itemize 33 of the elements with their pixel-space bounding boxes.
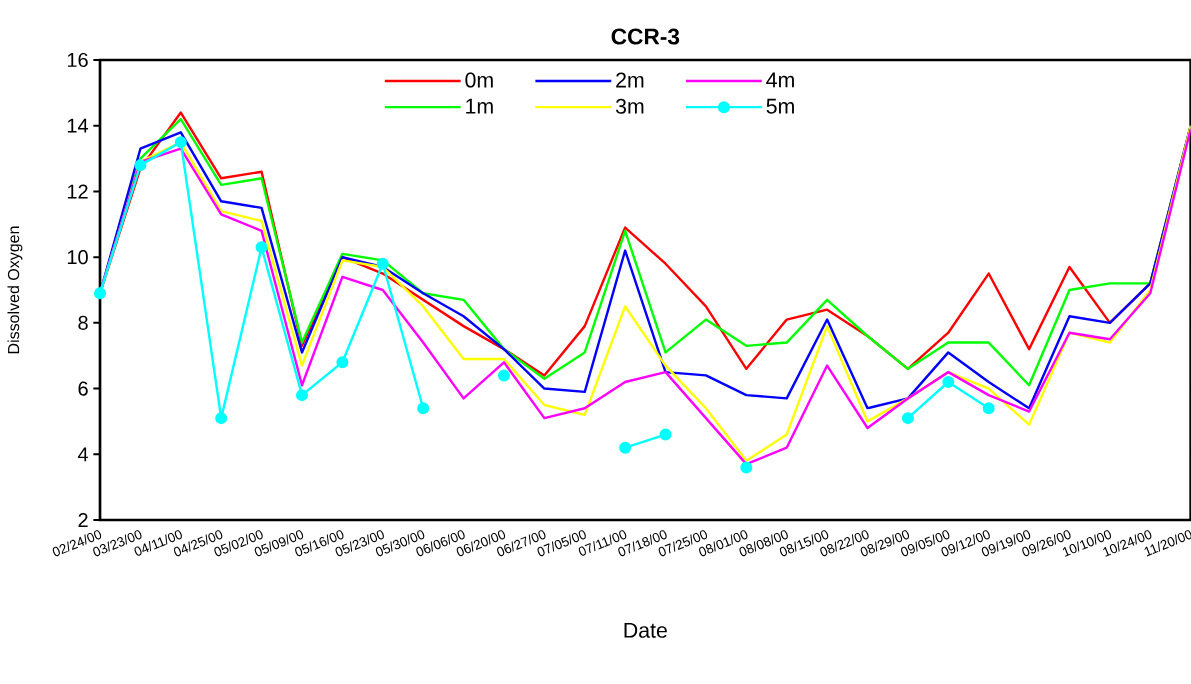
y-tick-label: 6 xyxy=(78,381,88,396)
point xyxy=(982,402,995,415)
point xyxy=(376,257,389,270)
point xyxy=(659,428,672,441)
chart-title: CCR-3 xyxy=(611,28,680,45)
legend-label: 0m xyxy=(465,72,493,88)
y-tick-label: 8 xyxy=(78,315,88,330)
legend-label: 4m xyxy=(766,72,794,88)
point xyxy=(295,389,308,402)
y-tick-label: 4 xyxy=(77,447,89,462)
point xyxy=(336,356,349,369)
point xyxy=(740,461,753,474)
point xyxy=(619,441,632,454)
point xyxy=(94,287,107,300)
point xyxy=(942,375,955,388)
y-axis-title: Dissolved Oxygen xyxy=(7,226,23,354)
x-axis-title: Date xyxy=(624,622,667,638)
point xyxy=(497,369,510,382)
point xyxy=(134,159,147,172)
legend-label: 3m xyxy=(615,98,644,114)
legend-label: 2m xyxy=(616,72,644,88)
point xyxy=(255,241,268,254)
y-tick-label: 2 xyxy=(78,513,88,527)
y-tick-label: 14 xyxy=(67,118,89,133)
y-tick-label: 10 xyxy=(67,250,88,265)
point xyxy=(901,412,914,425)
y-tick-label: 12 xyxy=(67,184,88,199)
point xyxy=(215,412,228,425)
legend-label: 1m xyxy=(466,98,493,114)
legend-label: 5m xyxy=(766,98,794,114)
y-tick-label: 16 xyxy=(67,52,88,68)
point xyxy=(417,402,430,415)
point xyxy=(174,136,187,149)
